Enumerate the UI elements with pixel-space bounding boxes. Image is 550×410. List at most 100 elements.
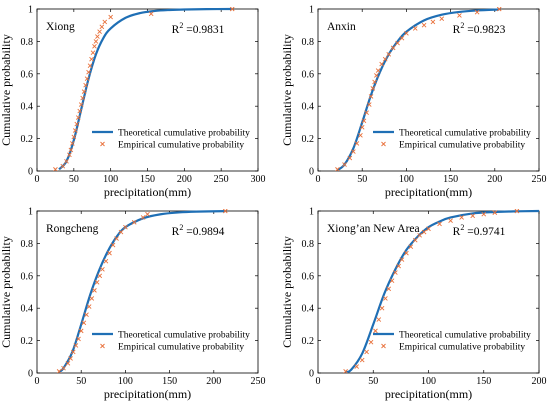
x-tick-label: 50 xyxy=(69,174,79,185)
y-tick-label: 0.8 xyxy=(302,37,315,48)
empirical-point xyxy=(92,43,97,49)
empirical-point xyxy=(492,210,498,215)
empirical-point xyxy=(408,244,414,249)
x-tick-label: 200 xyxy=(206,376,221,387)
x-tick-label: 100 xyxy=(118,376,133,387)
empirical-point xyxy=(439,16,445,22)
empirical-point xyxy=(335,167,340,171)
empirical-point xyxy=(97,29,102,34)
empirical-point xyxy=(375,68,381,73)
empirical-point xyxy=(358,133,363,138)
y-tick-label: 0.4 xyxy=(21,304,34,315)
empirical-point xyxy=(366,102,372,107)
y-tick-label: 0.2 xyxy=(302,134,315,145)
legend-empirical-label: Empirical cumulative probability xyxy=(118,343,244,353)
empirical-point xyxy=(148,11,154,17)
y-tick-label: 1 xyxy=(28,5,33,16)
y-axis-label: Cumulative probability xyxy=(280,236,294,348)
legend-marker-icon xyxy=(381,141,386,147)
empirical-point xyxy=(93,39,99,44)
empirical-point xyxy=(73,343,79,348)
x-axis-label: precipitation(mm) xyxy=(104,387,191,401)
y-tick-label: 0.8 xyxy=(21,37,34,48)
empirical-point xyxy=(379,305,385,311)
empirical-point xyxy=(78,328,84,334)
empirical-point xyxy=(89,56,94,62)
y-tick-label: 0.6 xyxy=(302,271,315,282)
empirical-point xyxy=(386,52,392,57)
chart-panel-2: 0 50 100 150 200 250 0 0.2 0.4 0.6 0.8 1 precipitati… xyxy=(280,5,547,200)
y-tick-label: 0 xyxy=(28,369,33,380)
y-tick-label: 0 xyxy=(309,167,314,178)
theoretical-curve xyxy=(58,7,233,171)
chart-panel-1: 0 50 100 150 200 250 300 0 0.2 0.4 0.6 0.8 1 precipit… xyxy=(0,5,266,200)
y-tick-label: 0.8 xyxy=(21,239,34,250)
x-tick-label: 300 xyxy=(251,174,266,185)
empirical-point xyxy=(342,162,347,167)
y-tick-label: 0 xyxy=(28,167,33,178)
legend-theoretical-label: Theoretical cumulative probability xyxy=(118,331,250,341)
legend-theoretical-label: Theoretical cumulative probability xyxy=(118,129,250,139)
x-tick-label: 250 xyxy=(532,174,547,185)
legend-marker-icon xyxy=(100,141,105,147)
empirical-point xyxy=(64,158,69,164)
empirical-point xyxy=(97,273,103,279)
empirical-point xyxy=(68,147,74,153)
x-tick-label: 50 xyxy=(368,376,378,387)
empirical-point xyxy=(110,242,116,248)
empirical-point xyxy=(75,115,81,120)
empirical-point xyxy=(81,320,87,326)
legend-marker-icon xyxy=(381,343,386,349)
empirical-point xyxy=(84,76,90,81)
empirical-point xyxy=(78,102,84,107)
empirical-point xyxy=(70,141,75,146)
empirical-point xyxy=(474,9,480,15)
empirical-point xyxy=(92,288,97,293)
legend-empirical-label: Empirical cumulative probability xyxy=(399,141,525,151)
empirical-point xyxy=(399,35,405,41)
empirical-point xyxy=(107,250,112,256)
empirical-point xyxy=(412,237,418,243)
empirical-point xyxy=(67,152,72,158)
empirical-point xyxy=(496,7,502,12)
legend-theoretical-label: Theoretical cumulative probability xyxy=(399,129,531,139)
empirical-point xyxy=(412,26,418,31)
axes-box xyxy=(36,210,259,374)
x-tick-label: 50 xyxy=(357,174,367,185)
empirical-point xyxy=(99,24,105,30)
empirical-point xyxy=(60,163,66,169)
x-tick-label: 100 xyxy=(421,376,436,387)
empirical-point xyxy=(437,221,442,227)
r-squared-label: R2 =0.9894 xyxy=(172,223,225,238)
y-axis-label: Cumulative probability xyxy=(280,34,294,146)
empirical-point xyxy=(359,124,365,130)
empirical-point xyxy=(382,56,388,62)
x-tick-label: 0 xyxy=(35,376,40,387)
panel-title: Rongcheng xyxy=(46,223,99,235)
empirical-point xyxy=(376,317,382,322)
empirical-point xyxy=(364,110,369,115)
empirical-point xyxy=(77,108,83,114)
x-tick-label: 150 xyxy=(476,376,491,387)
x-tick-label: 150 xyxy=(140,174,155,185)
empirical-point xyxy=(368,94,374,99)
y-tick-label: 0.4 xyxy=(21,102,34,113)
empirical-point xyxy=(373,328,378,334)
y-tick-label: 0.4 xyxy=(302,304,315,315)
empirical-point xyxy=(84,312,89,317)
x-tick-label: 100 xyxy=(399,174,414,185)
empirical-point xyxy=(395,40,400,46)
r-squared-label: R2 =0.9831 xyxy=(172,21,225,36)
empirical-point xyxy=(364,349,369,355)
x-tick-label: 0 xyxy=(35,174,40,185)
empirical-point xyxy=(131,220,137,225)
empirical-point xyxy=(426,226,431,232)
x-tick-label: 0 xyxy=(316,376,321,387)
x-tick-label: 150 xyxy=(443,174,458,185)
y-tick-label: 1 xyxy=(28,207,33,218)
x-axis-label: precipitation(mm) xyxy=(104,185,191,199)
legend-theoretical-label: Theoretical cumulative probability xyxy=(399,331,531,341)
panel-title: Anxin xyxy=(327,21,356,33)
empirical-point xyxy=(90,50,96,56)
